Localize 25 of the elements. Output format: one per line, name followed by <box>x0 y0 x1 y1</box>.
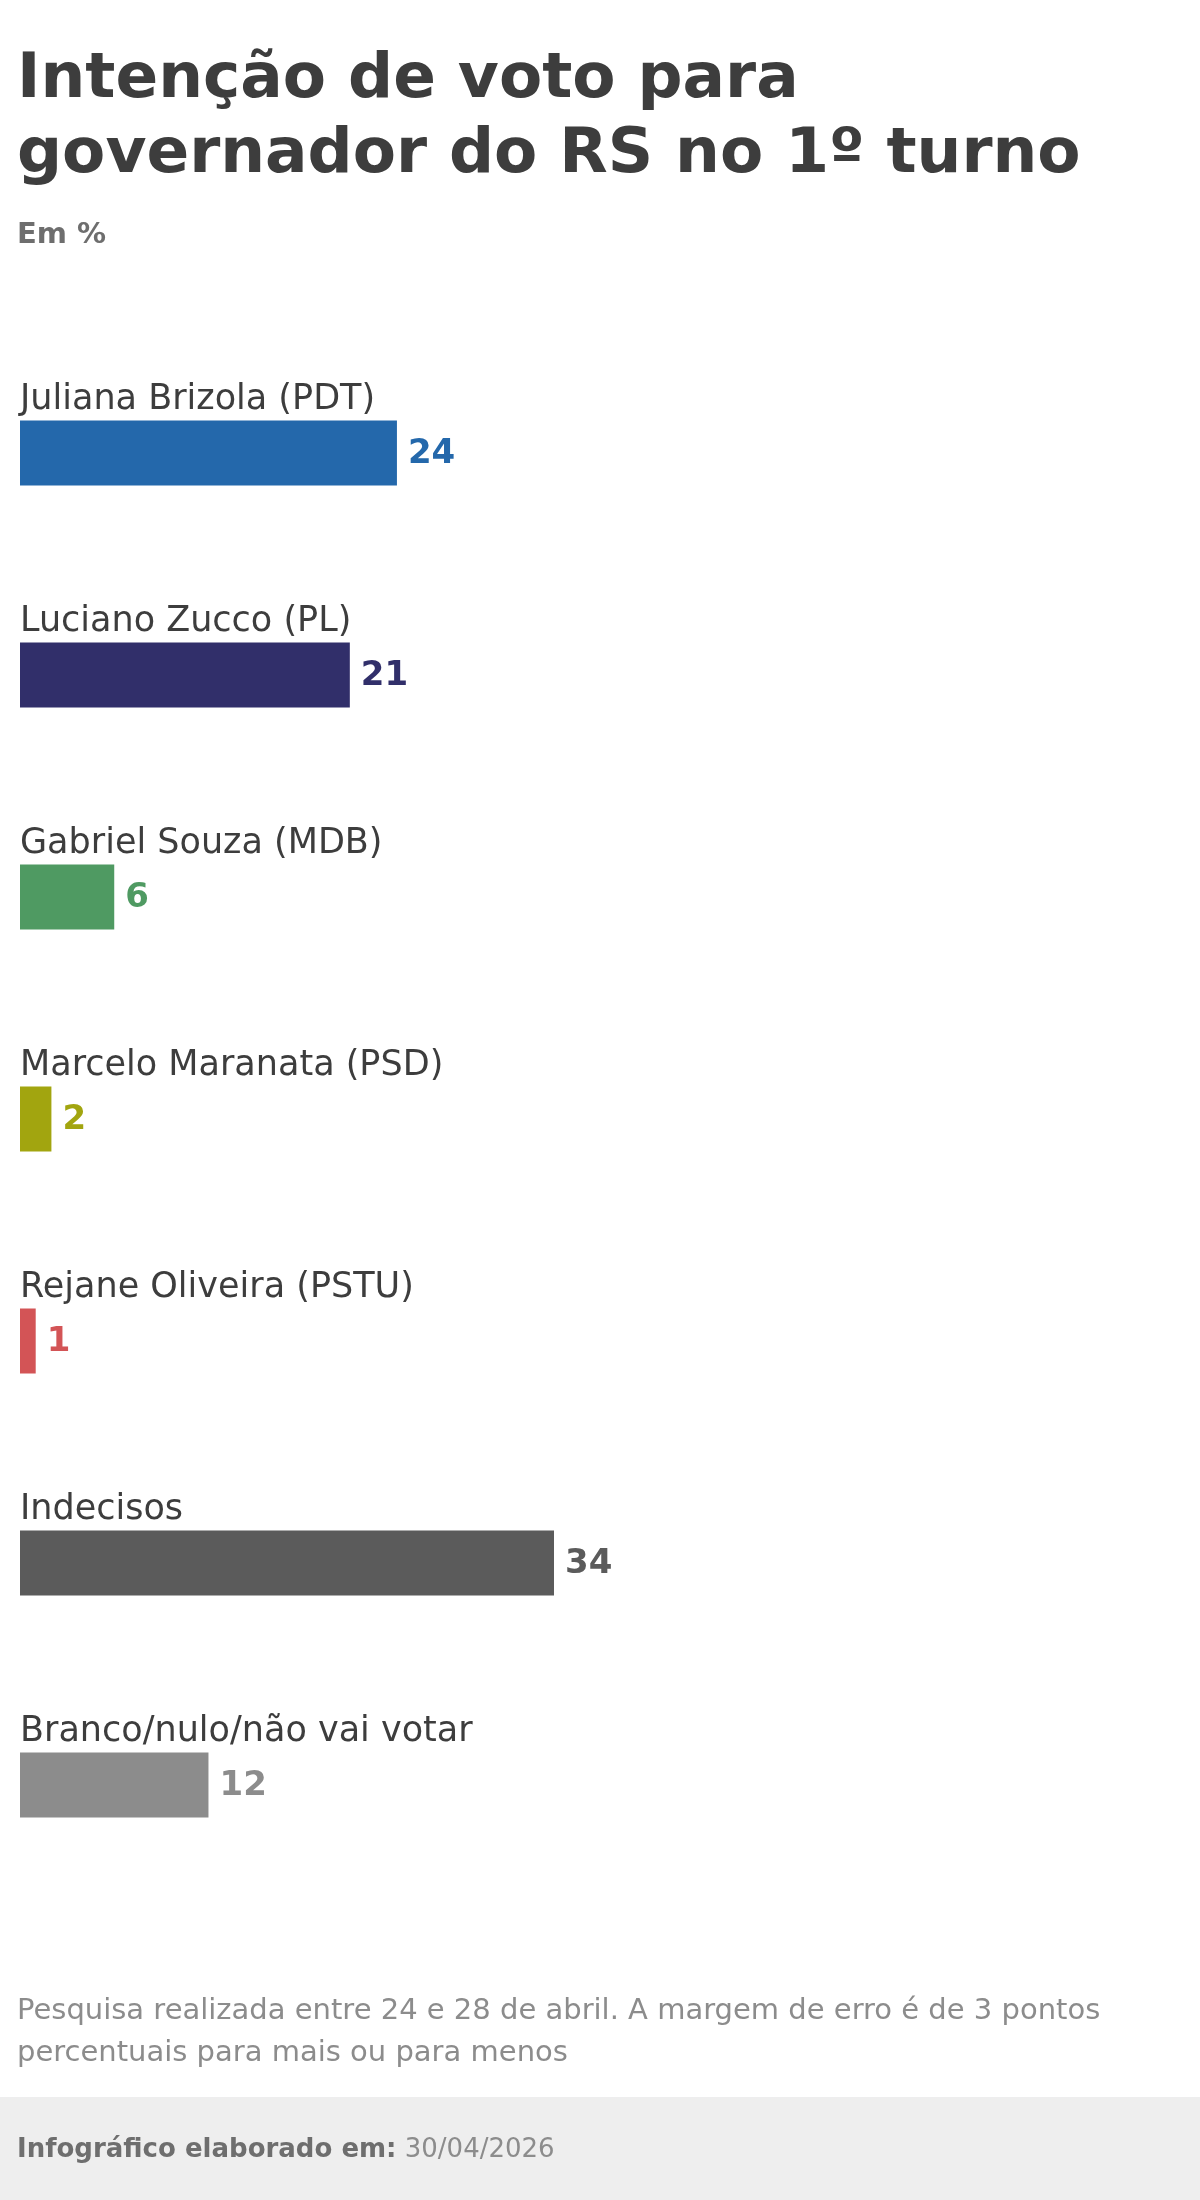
y-tick-label: Juliana Brizola (PDT) <box>18 376 376 417</box>
bar <box>20 1308 36 1374</box>
bar <box>20 420 397 486</box>
bar <box>20 1086 52 1152</box>
chart-subtitle: Em % <box>17 215 107 251</box>
data-label: 24 <box>407 431 456 471</box>
bar <box>20 1530 554 1596</box>
data-label: 34 <box>565 1541 613 1581</box>
data-label: 6 <box>125 875 149 915</box>
data-label: 21 <box>360 653 409 693</box>
text: Pesquisa realizada entre 24 e 28 de abril. A margem de erro é de 3 pontos percentuais para mais ou para menos <box>17 1991 1102 2070</box>
footer-panel: Infográfico elaborado em: 30/04/2026 <box>0 2097 1200 2200</box>
data-label: 1 <box>46 1319 71 1359</box>
data-label: 2 <box>62 1097 87 1137</box>
chart-title: Intenção de voto para governador do RS no 1º turno <box>17 38 1082 188</box>
y-tick-label: Luciano Zucco (PL) <box>20 598 352 639</box>
y-tick-label: Indecisos <box>20 1486 184 1527</box>
bar <box>20 864 115 930</box>
y-tick-label: Marcelo Maranata (PSD) <box>20 1042 444 1083</box>
y-tick-label: Gabriel Souza (MDB) <box>20 820 383 861</box>
bar <box>20 1752 209 1818</box>
y-tick-label: Branco/nulo/não vai votar <box>20 1708 474 1749</box>
bar <box>20 642 350 708</box>
data-label: 12 <box>219 1763 267 1803</box>
y-tick-label: Rejane Oliveira (PSTU) <box>20 1264 414 1305</box>
